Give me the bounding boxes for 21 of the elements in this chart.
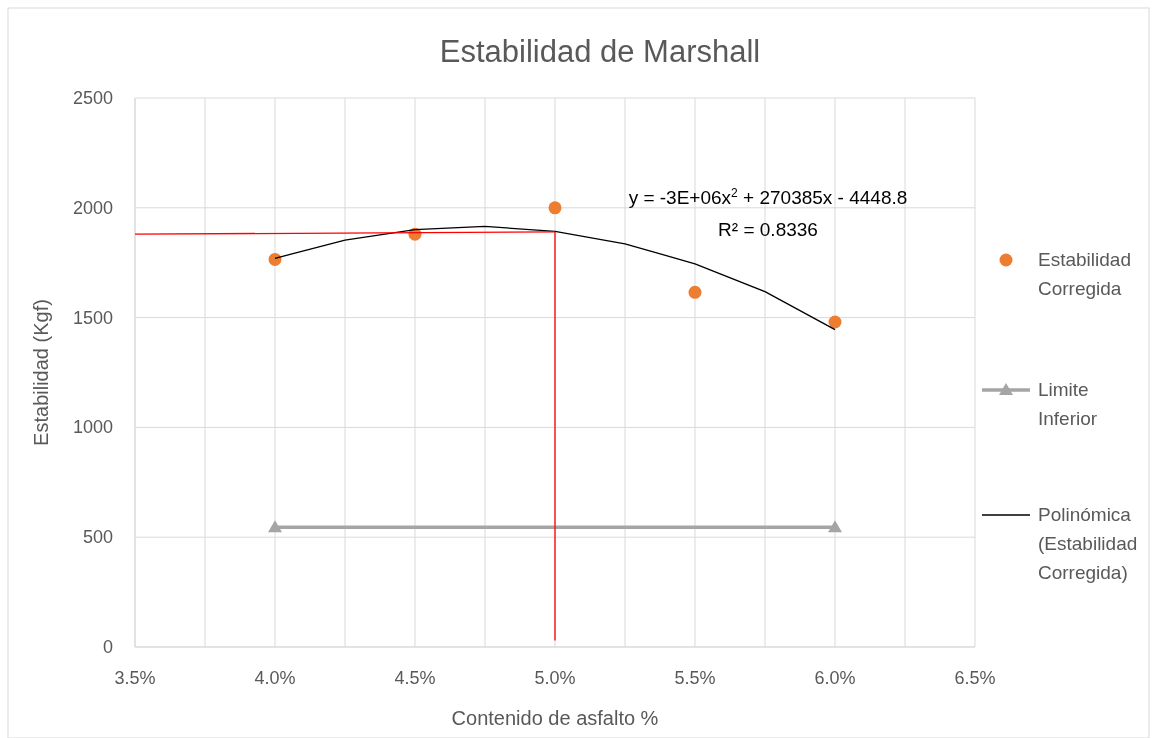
x-tick-label: 3.5% (114, 668, 156, 688)
annotation: y = -3E+06x$^{2}$ + 270385x - 4448.8 (628, 186, 908, 208)
legend-label: Polinómica (Estabilidad Corregida) (1038, 504, 1138, 583)
x-tick-label: 5.0% (534, 668, 576, 688)
x-tick-label: 6.5% (954, 668, 996, 688)
x-axis-title: Contenido de asfalto % (451, 707, 659, 729)
legend-label: Limite Inferior (1038, 379, 1098, 429)
y-tick-label: 2500 (72, 88, 113, 108)
x-tick-label: 5.5% (674, 668, 716, 688)
y-tick-label: 0 (102, 637, 113, 657)
x-tick-label: 4.5% (394, 668, 436, 688)
annotation: R² = 0.8336 (718, 219, 818, 240)
x-tick-label: 6.0% (814, 668, 856, 688)
y-tick-label: 500 (82, 527, 113, 548)
x-tick-label: 4.0% (254, 668, 296, 688)
y-tick-label: 1500 (72, 307, 113, 328)
y-axis-title: Estabilidad (Kgf) (30, 299, 52, 446)
chart-title: Estabilidad de Marshall (439, 34, 761, 69)
legend-label: Estabilidad Corregida (1038, 249, 1131, 299)
y-tick-label: 1000 (72, 417, 113, 438)
y-tick-label: 2000 (72, 197, 113, 218)
